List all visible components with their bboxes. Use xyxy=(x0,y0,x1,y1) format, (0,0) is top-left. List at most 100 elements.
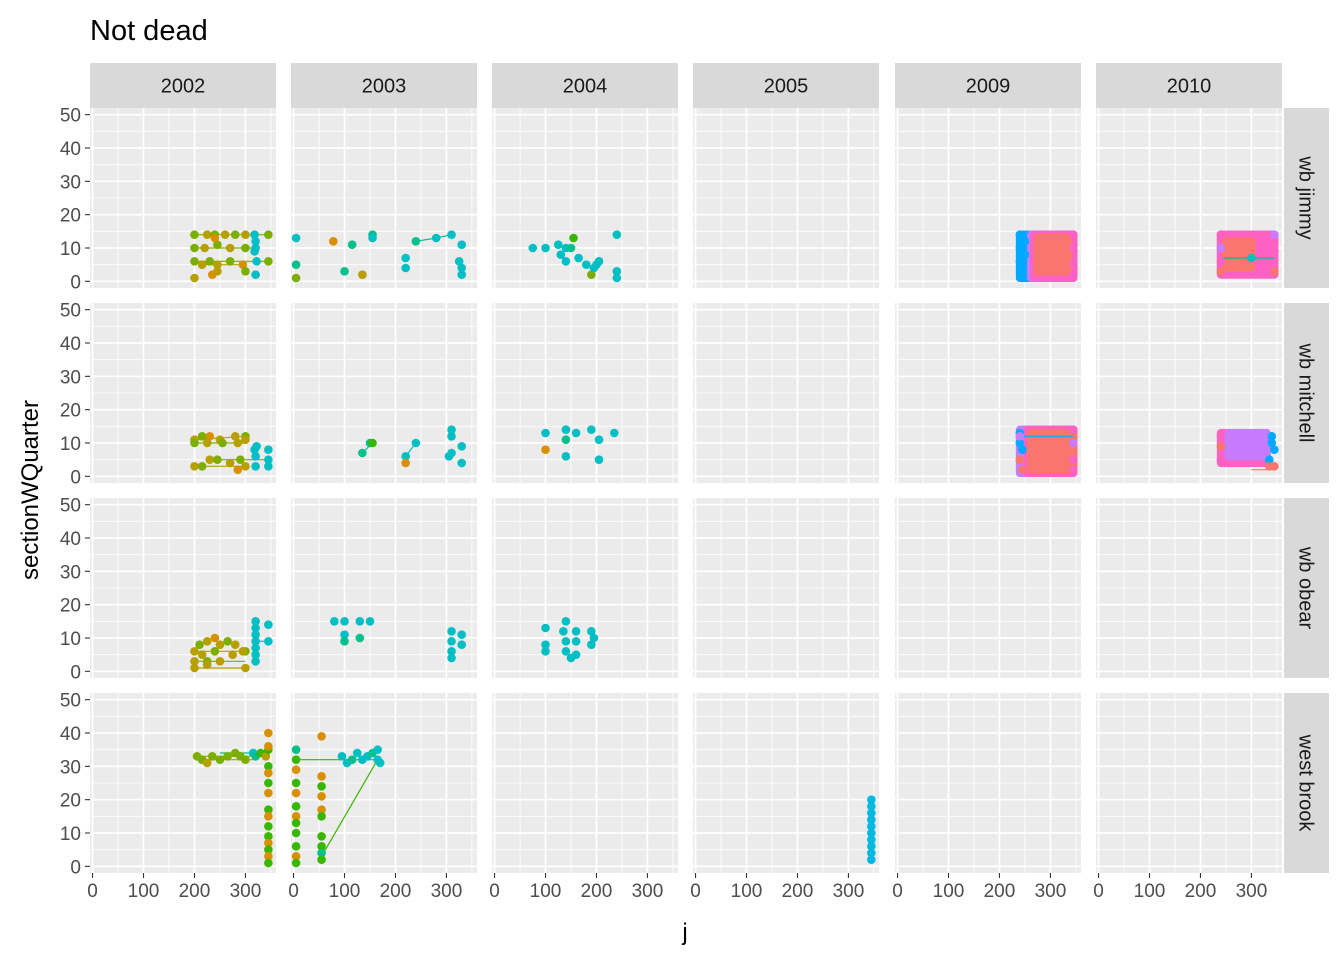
data-point xyxy=(200,243,209,253)
panel-wb-mitchell-2003 xyxy=(291,303,477,483)
panel-west-brook-2009 xyxy=(895,693,1081,873)
x-tick-label: 200 xyxy=(1185,881,1217,902)
y-tick-label: 30 xyxy=(60,562,81,583)
data-point xyxy=(561,435,571,444)
data-point xyxy=(317,772,326,781)
x-tick-label: 300 xyxy=(1236,881,1268,902)
data-point xyxy=(190,663,199,673)
x-tick-label: 300 xyxy=(230,881,262,902)
data-point xyxy=(1069,465,1078,474)
chart-title: Not dead xyxy=(90,15,208,47)
data-point xyxy=(291,765,301,774)
data-point xyxy=(355,633,365,643)
data-point xyxy=(447,637,456,646)
data-point xyxy=(431,233,441,243)
data-point xyxy=(251,630,260,639)
series-line xyxy=(321,759,379,857)
strip-col-2003: 2003 xyxy=(291,63,477,108)
x-tick-label: 200 xyxy=(380,881,412,902)
y-tick-label: 20 xyxy=(60,206,81,227)
data-point xyxy=(352,748,362,758)
data-point xyxy=(264,462,273,471)
data-point xyxy=(867,822,876,831)
x-tick-label: 100 xyxy=(128,881,160,902)
panel-wb-obear-2005 xyxy=(693,498,879,678)
data-point xyxy=(230,230,240,239)
data-point xyxy=(291,818,301,828)
strip-background xyxy=(291,63,477,108)
panel-wb-jimmy-2004 xyxy=(492,108,678,288)
x-tick-label: 100 xyxy=(1134,881,1166,902)
y-tick-label: 10 xyxy=(60,434,81,455)
data-point xyxy=(347,755,357,764)
data-point xyxy=(571,428,581,438)
data-point xyxy=(264,822,273,831)
data-point xyxy=(401,452,410,461)
data-point xyxy=(317,842,326,851)
data-point xyxy=(867,795,876,804)
data-point xyxy=(571,627,581,636)
y-axis: 0 10 20 30 40 50 xyxy=(60,496,90,683)
data-point xyxy=(210,633,220,643)
data-point xyxy=(261,752,271,761)
data-point xyxy=(202,637,212,646)
data-point xyxy=(264,858,273,868)
data-point xyxy=(1247,432,1256,441)
data-point xyxy=(241,243,250,253)
data-point xyxy=(1264,462,1274,471)
panel-wb-jimmy-2009 xyxy=(895,108,1081,288)
y-tick-label: 0 xyxy=(70,272,81,293)
data-point xyxy=(202,438,212,448)
strip-col-2005: 2005 xyxy=(693,63,879,108)
x-axis: 0 100 200 300 xyxy=(489,873,663,902)
data-point xyxy=(225,243,235,253)
data-point xyxy=(612,267,622,276)
data-point xyxy=(528,243,538,253)
data-point xyxy=(202,660,212,669)
data-point xyxy=(213,240,222,249)
data-point xyxy=(241,755,250,764)
y-tick-label: 10 xyxy=(60,629,81,650)
data-point xyxy=(1018,445,1027,454)
data-point xyxy=(1020,250,1030,259)
data-point xyxy=(1015,438,1025,448)
panel-west-brook-2004 xyxy=(492,693,678,873)
data-point xyxy=(190,657,199,666)
data-point xyxy=(587,270,596,279)
panel-wb-jimmy-2003 xyxy=(291,108,477,288)
data-point xyxy=(1216,442,1226,451)
data-point xyxy=(1216,243,1226,253)
data-point xyxy=(373,745,382,754)
data-point xyxy=(411,237,421,246)
dense-point-cluster xyxy=(1033,234,1073,276)
data-point xyxy=(1020,237,1030,246)
strip-label: 2009 xyxy=(966,76,1011,98)
data-point xyxy=(220,230,230,239)
data-point xyxy=(587,640,596,649)
data-point xyxy=(1015,257,1025,266)
data-point xyxy=(230,640,240,649)
x-tick-label: 0 xyxy=(489,881,500,902)
data-point xyxy=(241,462,250,471)
data-point xyxy=(1264,455,1274,464)
y-tick-label: 30 xyxy=(60,757,81,778)
data-point xyxy=(317,792,326,801)
data-point xyxy=(559,627,568,636)
data-point xyxy=(1270,267,1279,276)
x-tick-label: 200 xyxy=(984,881,1016,902)
strip-label: wb obear xyxy=(1295,546,1317,630)
y-tick-label: 30 xyxy=(60,172,81,193)
data-point xyxy=(1018,465,1027,474)
strip-background xyxy=(90,63,276,108)
y-tick-label: 30 xyxy=(60,367,81,388)
data-point xyxy=(195,640,204,649)
data-point xyxy=(561,425,571,434)
data-point xyxy=(457,270,467,279)
data-point xyxy=(340,617,349,626)
data-point xyxy=(867,848,876,858)
strip-row-wb-jimmy: wb jimmy xyxy=(1284,108,1329,288)
data-point xyxy=(401,253,410,263)
panel-wb-mitchell-2009 xyxy=(895,303,1081,483)
data-point xyxy=(1069,260,1078,269)
data-point xyxy=(241,230,250,239)
